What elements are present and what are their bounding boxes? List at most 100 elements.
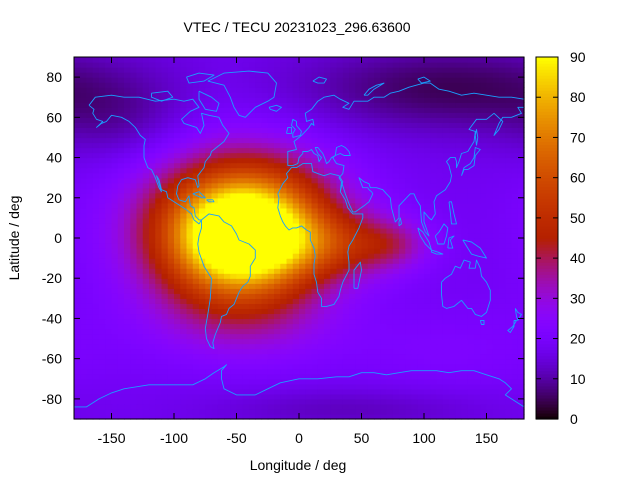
heatmap-cell [161, 273, 169, 279]
heatmap-cell [267, 82, 275, 88]
heatmap-cell [492, 222, 500, 229]
heatmap-cell [267, 318, 275, 325]
heatmap-cell [242, 202, 250, 209]
heatmap-cell [430, 388, 438, 395]
heatmap-cell [261, 398, 269, 405]
heatmap-cell [99, 263, 106, 269]
heatmap-cell [399, 318, 406, 325]
heatmap-cell [361, 323, 369, 330]
heatmap-cell [236, 182, 244, 189]
heatmap-cell [74, 127, 81, 134]
heatmap-cell [136, 263, 144, 269]
heatmap-cell [449, 398, 456, 405]
heatmap-cell [136, 268, 144, 274]
heatmap-cell [299, 102, 306, 108]
heatmap-cell [324, 112, 331, 118]
heatmap-cell [405, 217, 413, 224]
heatmap-cell [430, 343, 438, 350]
heatmap-cell [230, 162, 238, 169]
heatmap-cell [511, 318, 519, 325]
heatmap-cell [317, 373, 325, 380]
heatmap-cell [161, 378, 169, 385]
heatmap-cell [111, 268, 119, 274]
heatmap-cell [517, 413, 525, 420]
heatmap-cell [117, 323, 125, 330]
heatmap-cell [224, 398, 231, 405]
heatmap-cell [261, 222, 269, 229]
heatmap-cell [242, 227, 250, 234]
heatmap-cell [430, 313, 438, 320]
heatmap-cell [449, 212, 456, 219]
heatmap-cell [124, 157, 131, 164]
heatmap-cell [317, 353, 325, 360]
heatmap-cell [192, 102, 200, 108]
heatmap-cell [486, 393, 494, 400]
heatmap-cell [424, 182, 431, 189]
heatmap-cell [486, 177, 494, 184]
heatmap-cell [392, 363, 400, 370]
heatmap-cell [417, 92, 425, 98]
heatmap-cell [80, 338, 88, 345]
heatmap-cell [374, 303, 381, 309]
heatmap-cell [430, 328, 438, 335]
heatmap-cell [99, 343, 106, 350]
heatmap-cell [161, 112, 169, 118]
heatmap-cell [480, 152, 488, 159]
heatmap-cell [124, 217, 131, 224]
heatmap-cell [442, 152, 450, 159]
heatmap-cell [399, 222, 406, 229]
heatmap-cell [124, 132, 131, 139]
heatmap-cell [224, 263, 231, 269]
heatmap-cell [105, 398, 113, 405]
heatmap-cell [149, 303, 156, 309]
heatmap-cell [467, 122, 475, 128]
heatmap-cell [286, 152, 294, 159]
heatmap-cell [317, 403, 325, 410]
heatmap-cell [174, 87, 181, 93]
heatmap-cell [486, 283, 494, 289]
heatmap-cell [124, 363, 131, 370]
heatmap-cell [86, 92, 94, 98]
heatmap-cell [317, 273, 325, 279]
heatmap-cell [492, 288, 500, 294]
heatmap-cell [467, 212, 475, 219]
heatmap-cell [311, 378, 319, 385]
heatmap-cell [267, 278, 275, 284]
heatmap-cell [230, 343, 238, 350]
heatmap-cell [186, 408, 194, 415]
heatmap-cell [455, 127, 463, 134]
heatmap-cell [167, 147, 175, 154]
heatmap-cell [80, 112, 88, 118]
heatmap-cell [424, 82, 431, 88]
heatmap-cell [242, 177, 250, 184]
heatmap-cell [330, 368, 338, 375]
heatmap-cell [480, 112, 488, 118]
heatmap-cell [274, 202, 281, 209]
heatmap-cell [392, 82, 400, 88]
heatmap-cell [511, 313, 519, 320]
heatmap-cell [80, 87, 88, 93]
heatmap-cell [99, 398, 106, 405]
heatmap-cell [130, 87, 138, 93]
heatmap-cell [286, 248, 294, 254]
heatmap-cell [186, 157, 194, 164]
heatmap-cell [261, 358, 269, 365]
heatmap-cell [136, 413, 144, 420]
heatmap-cell [392, 238, 400, 244]
heatmap-cell [374, 393, 381, 400]
heatmap-cell [399, 368, 406, 375]
heatmap-cell [349, 182, 356, 189]
heatmap-cell [205, 398, 213, 405]
heatmap-cell [474, 248, 481, 254]
heatmap-cell [417, 328, 425, 335]
heatmap-cell [286, 403, 294, 410]
heatmap-cell [467, 177, 475, 184]
heatmap-cell [86, 278, 94, 284]
heatmap-cell [480, 293, 488, 299]
heatmap-cell [305, 212, 313, 219]
heatmap-cell [161, 413, 169, 420]
heatmap-cell [92, 238, 100, 244]
heatmap-cell [255, 162, 263, 169]
heatmap-cell [92, 197, 100, 204]
heatmap-cell [105, 408, 113, 415]
